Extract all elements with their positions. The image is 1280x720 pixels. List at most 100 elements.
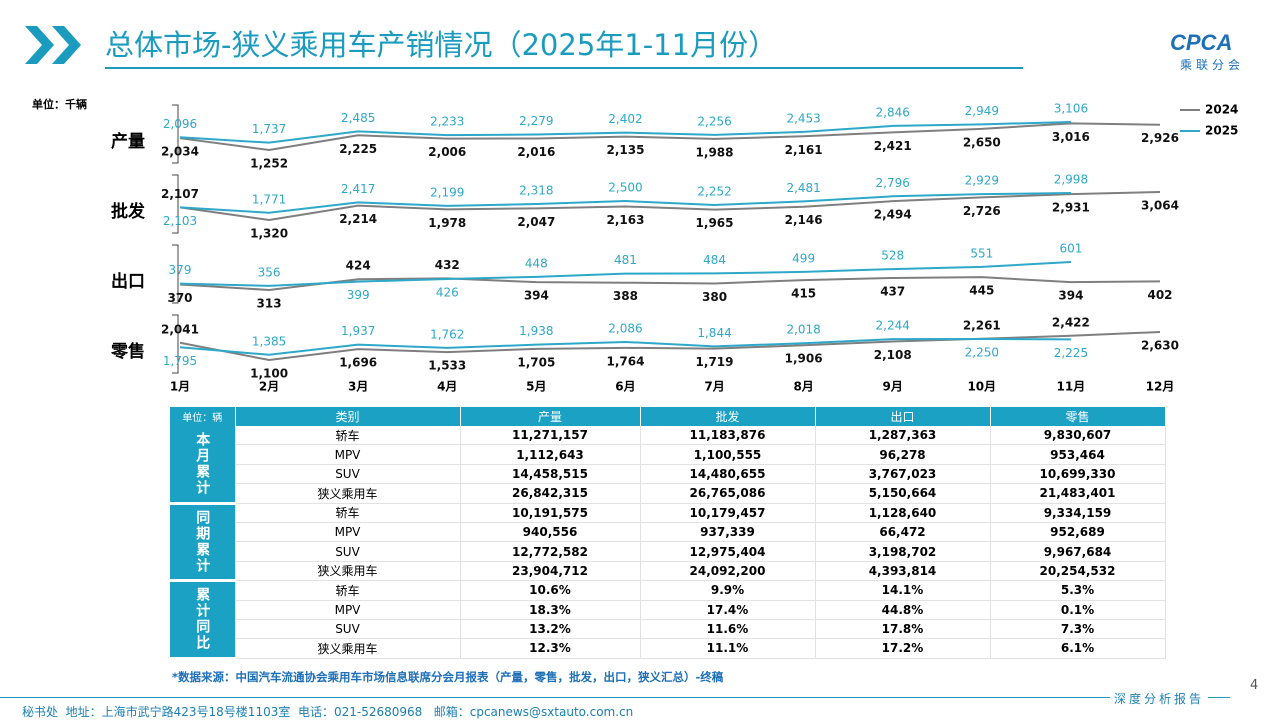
panel-title: 批发 [111,201,146,222]
x-tick-label: 12月 [1146,380,1175,394]
panel-title: 产量 [111,131,145,152]
table-row: 同期累计 轿车 10,191,575 10,179,457 1,128,640 9,334… [170,503,1166,583]
column-header: 批发 [640,407,816,426]
table-cell: 17.4% [640,600,816,620]
data-label: 356 [258,265,281,279]
data-label: 2,417 [341,182,375,196]
row-category: 狭义乘用车 [235,483,461,504]
panel-bracket [172,174,179,234]
data-label: 399 [347,288,370,302]
data-label: 2,047 [517,215,555,229]
x-tick-label: 5月 [526,380,546,394]
data-label: 2,998 [1054,173,1088,187]
table-row: SUV 14,458,515 14,480,655 3,767,023 10,699,3… [170,464,1166,485]
table-row: SUV 12,772,582 12,975,404 3,198,702 9,967,68… [170,541,1166,562]
table-cell: 5,150,664 [815,483,991,504]
data-label: 1,696 [339,356,377,370]
data-label: 394 [1058,289,1083,303]
x-tick-label: 8月 [793,380,813,394]
data-label: 2,108 [874,348,912,362]
table-cell: 7.3% [990,619,1166,640]
data-label: 448 [525,256,548,270]
data-label: 370 [167,291,192,305]
table-row: 累计同比 轿车 10.6% 9.9% 14.1% 5.3% [170,580,1166,660]
table-row: MPV 940,556 937,339 66,472 952,689 [170,522,1166,543]
x-tick-label: 9月 [883,380,903,394]
column-header: 出口 [815,407,991,426]
data-label: 313 [257,297,282,311]
data-label: 3,064 [1141,199,1179,213]
data-label: 2,485 [341,111,375,125]
table-cell: 952,689 [990,522,1166,543]
header-row: 单位：辆 类别 产量 批发 出口 零售 [170,407,1166,426]
data-label: 1,795 [163,354,197,368]
row-category: SUV [235,464,461,485]
table-cell: 11.6% [640,619,816,640]
footer-address: 秘书处 地址：上海市武宁路423号18号楼1103室 电话：021-526809… [22,705,634,719]
row-category: MPV [235,522,461,543]
data-label: 1,988 [696,145,734,159]
data-label: 2,500 [608,181,642,195]
data-label: 402 [1147,288,1172,302]
table-cell: 10,191,575 [460,503,641,523]
data-label: 394 [524,289,549,303]
table-cell: 9,830,607 [990,426,1166,446]
table-cell: 23,904,712 [460,561,641,582]
data-label: 2,256 [697,114,731,128]
chart: 单位：千辆 1月 2月 3月 4月 5月 6月 7月 8月 9月 10月 11月 12月 2024 2025… [32,97,1238,394]
x-tick-label: 1月 [170,380,190,394]
data-label: 3,106 [1054,102,1088,116]
data-label: 2,199 [430,185,464,199]
data-label: 2,261 [963,318,1001,332]
table-cell: 9.9% [640,580,816,601]
table-cell: 9,334,159 [990,503,1166,523]
data-label: 2,650 [963,135,1001,149]
row-category: 轿车 [235,503,461,523]
table-cell: 5.3% [990,580,1166,601]
table-cell: 13.2% [460,619,641,640]
data-label: 2,402 [608,112,642,126]
table-row: SUV 13.2% 11.6% 17.8% 7.3% [170,619,1166,640]
series-line [179,122,1161,152]
data-label: 2,481 [786,181,820,195]
table-cell: 11.1% [640,638,816,659]
x-tick-label: 4月 [437,380,457,394]
series-line [179,337,1071,356]
table-cell: 3,767,023 [815,464,991,485]
data-label: 2,796 [876,176,910,190]
data-label: 445 [969,284,994,298]
table-row: 狭义乘用车 12.3% 11.1% 17.2% 6.1% [170,638,1166,659]
data-label: 1,978 [428,216,466,230]
group-label: 本月累计 [170,426,236,505]
table-cell: 44.8% [815,600,991,620]
data-label: 380 [702,290,727,304]
data-label: 481 [614,253,637,267]
series-line [179,121,1071,144]
data-label: 2,318 [519,183,553,197]
data-label: 2,016 [517,145,555,159]
table-cell: 96,278 [815,444,991,465]
data-label: 2,018 [786,323,820,337]
data-label: 2,006 [428,145,466,159]
data-table: 单位：辆 类别 产量 批发 出口 零售 本月累计 轿车 11,271,157 11,183,876… [170,407,1166,660]
data-label: 1,385 [252,334,286,348]
series-line [179,261,1071,287]
x-tick-label: 6月 [615,380,635,394]
table-cell: 26,765,086 [640,483,816,504]
data-label: 2,630 [1141,339,1179,353]
source-note: *数据来源：中国汽车流通协会乘用车市场信息联席分会月报表（产量，零售，批发，出口… [172,670,724,684]
table-cell: 12,975,404 [640,541,816,562]
table-row: MPV 1,112,643 1,100,555 96,278 953,464 [170,444,1166,465]
data-label: 2,252 [697,185,731,199]
table-cell: 14,480,655 [640,464,816,485]
data-label: 2,225 [1054,346,1088,360]
unit-label: 单位：千辆 [32,97,87,111]
data-label: 437 [880,284,905,298]
table-cell: 4,393,814 [815,561,991,582]
data-label: 1,719 [696,355,734,369]
data-label: 499 [792,251,815,265]
data-label: 379 [169,263,192,277]
data-label: 1,737 [252,122,286,136]
data-label: 2,233 [430,115,464,129]
table-unit: 单位：辆 [170,407,236,426]
